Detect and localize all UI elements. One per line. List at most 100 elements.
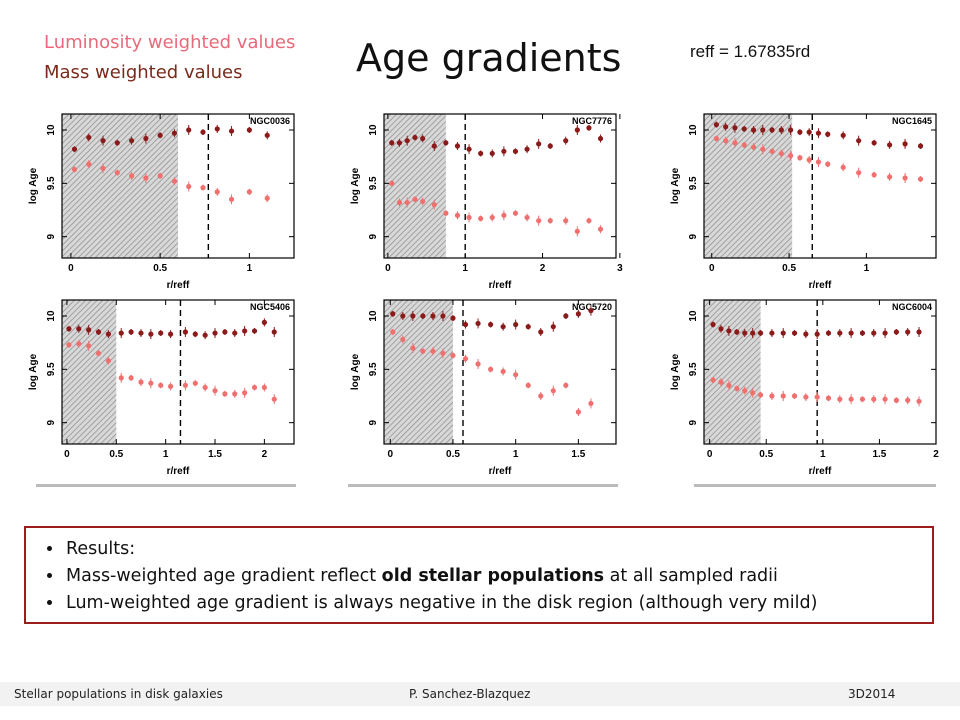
lum-point xyxy=(450,352,456,359)
lum-point xyxy=(202,384,208,391)
lum-point xyxy=(71,166,78,173)
x-tick-label: 1 xyxy=(820,449,826,460)
mass-point xyxy=(222,329,228,335)
mass-point xyxy=(200,129,206,135)
lum-point xyxy=(750,390,756,396)
mass-point xyxy=(825,131,831,137)
chart-ngc7776: 0 1 2 3 9 9.5 10 r/reff log Age NGC7776 xyxy=(350,113,623,291)
mass-point xyxy=(563,138,569,144)
lum-point xyxy=(723,138,729,144)
lum-point xyxy=(563,218,569,224)
lum-point xyxy=(848,396,854,402)
lum-point xyxy=(856,170,862,176)
galaxy-name: NGC1645 xyxy=(892,116,932,126)
mass-point xyxy=(118,330,124,336)
lum-point xyxy=(475,361,481,367)
result-item-2: Mass-weighted age gradient reflect old s… xyxy=(64,563,932,590)
chart-ngc0036: 0 0.5 1 9 9.5 10 r/reff log Age NGC0036 xyxy=(28,113,295,291)
mass-point xyxy=(550,324,556,330)
lum-point xyxy=(769,393,775,399)
mass-point xyxy=(454,143,461,149)
mass-point xyxy=(803,331,809,337)
x-axis-label: r/reff xyxy=(809,280,832,291)
mass-point xyxy=(574,127,580,133)
y-tick-label: 10 xyxy=(368,124,379,136)
mass-point xyxy=(129,138,135,144)
mass-point xyxy=(538,329,544,335)
lum-point xyxy=(750,144,757,150)
shaded-bulge-region xyxy=(704,114,793,258)
lum-point xyxy=(859,396,866,402)
y-axis-label: log Age xyxy=(350,167,361,204)
mass-point xyxy=(71,146,78,152)
mass-point xyxy=(251,328,258,334)
galaxy-name: NGC7776 xyxy=(572,116,612,126)
mass-point xyxy=(500,324,506,330)
legend-mass: Mass weighted values xyxy=(44,62,243,83)
mass-point xyxy=(389,140,395,146)
mass-point xyxy=(797,129,803,135)
mass-point xyxy=(76,326,82,332)
lum-point xyxy=(575,409,581,415)
chart-panel-ngc7776: 0 1 2 3 9 9.5 10 r/reff log Age NGC7776 xyxy=(340,108,623,291)
mass-point xyxy=(825,330,832,336)
mass-point xyxy=(66,326,72,332)
lum-point xyxy=(389,180,395,186)
mass-point xyxy=(420,135,426,142)
mass-point xyxy=(167,331,174,337)
lum-point xyxy=(840,164,846,170)
lum-point xyxy=(512,210,519,216)
y-tick-label: 9.5 xyxy=(688,176,699,190)
y-tick-label: 9 xyxy=(368,419,379,425)
lum-point xyxy=(192,380,198,386)
x-tick-label: 0.5 xyxy=(109,449,123,460)
lum-point xyxy=(86,343,92,349)
lum-point xyxy=(871,172,877,178)
lum-point xyxy=(264,195,270,201)
lum-point xyxy=(500,368,506,375)
mass-point xyxy=(750,127,757,133)
mass-point xyxy=(741,126,747,132)
lum-point xyxy=(837,396,843,402)
lum-point xyxy=(466,214,472,221)
x-tick-label: 1 xyxy=(864,263,870,274)
chart-panel-ngc6004: 0 0.5 1 1.5 2 9 9.5 10 r/reff log Age NGC6004 xyxy=(660,294,942,477)
mass-point xyxy=(871,330,877,336)
mass-point xyxy=(475,320,481,327)
mass-point xyxy=(586,125,592,131)
x-axis-label: r/reff xyxy=(489,280,512,291)
y-axis-label: log Age xyxy=(28,353,39,390)
lum-point xyxy=(574,228,580,234)
x-tick-label: 1 xyxy=(513,449,519,460)
lum-point xyxy=(732,140,738,146)
mass-point xyxy=(232,330,238,336)
x-tick-label: 2 xyxy=(262,449,268,460)
lum-point xyxy=(246,189,252,195)
x-tick-label: 0 xyxy=(387,449,393,460)
lum-point xyxy=(757,392,764,398)
shaded-bulge-region xyxy=(62,114,178,258)
lum-point xyxy=(404,199,410,206)
x-tick-label: 1 xyxy=(247,263,253,274)
lum-point xyxy=(214,189,220,195)
lum-point xyxy=(734,385,740,392)
x-tick-label: 0 xyxy=(709,263,715,274)
mass-point xyxy=(718,326,724,332)
mass-point xyxy=(726,328,732,334)
lum-point xyxy=(487,366,494,372)
lum-point xyxy=(726,382,732,388)
x-axis-label: r/reff xyxy=(167,280,190,291)
y-tick-label: 9.5 xyxy=(688,362,699,376)
mass-point xyxy=(466,146,472,152)
mass-point xyxy=(856,138,862,144)
lum-point xyxy=(825,395,832,401)
reff-label: reff = 1.67835rd xyxy=(690,42,811,61)
lum-point xyxy=(550,388,556,394)
lum-point xyxy=(778,150,784,157)
mass-point xyxy=(814,331,820,337)
legend: Luminosity weighted values Mass weighted… xyxy=(44,28,295,88)
mass-point xyxy=(420,313,426,319)
lum-point xyxy=(815,159,822,165)
lum-point xyxy=(138,379,144,385)
mass-point xyxy=(443,140,449,146)
